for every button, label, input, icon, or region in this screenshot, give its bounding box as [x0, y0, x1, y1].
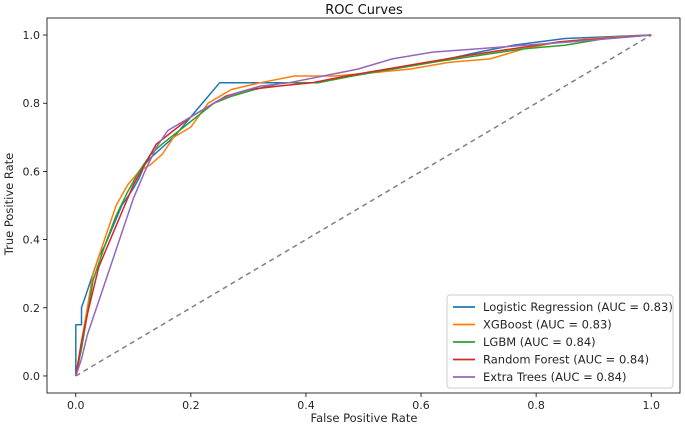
y-tick-label: 0.0	[23, 370, 41, 383]
y-tick-label: 0.2	[23, 302, 41, 315]
diagonal-reference-line	[75, 34, 652, 377]
x-tick-label: 0.8	[527, 399, 545, 412]
y-tick-label: 1.0	[23, 29, 41, 42]
series-line-4	[75, 34, 652, 377]
legend-box	[446, 294, 674, 389]
plot-area: 0.0 0.2 0.4 0.6 0.8 1.0 0.0 0.2 0.4 0.6 0.8 1.0	[23, 17, 681, 412]
legend-label: LGBM (AUC = 0.84)	[483, 335, 596, 349]
x-tick-label: 0.6	[412, 399, 430, 412]
series-line-1	[75, 34, 652, 377]
x-tick-label: 0.4	[297, 399, 315, 412]
y-axis-label: True Positive Rate	[2, 153, 16, 256]
y-tick-label: 0.8	[23, 97, 41, 110]
y-tick-label: 0.6	[23, 165, 41, 178]
legend-label: Random Forest (AUC = 0.84)	[483, 353, 649, 367]
x-tick-label: 1.0	[642, 399, 660, 412]
legend-label: Extra Trees (AUC = 0.84)	[483, 370, 626, 384]
chart-title: ROC Curves	[325, 3, 403, 18]
legend: Logistic Regression (AUC = 0.83) XGBoost …	[446, 294, 674, 389]
legend-label: XGBoost (AUC = 0.83)	[483, 318, 612, 332]
axes-frame	[46, 17, 681, 394]
x-tick-label: 0.2	[182, 399, 200, 412]
x-axis-label: False Positive Rate	[311, 411, 418, 425]
legend-label: Logistic Regression (AUC = 0.83)	[483, 300, 673, 314]
x-tick-label: 0.0	[67, 399, 85, 412]
y-tick-label: 0.4	[23, 234, 41, 247]
